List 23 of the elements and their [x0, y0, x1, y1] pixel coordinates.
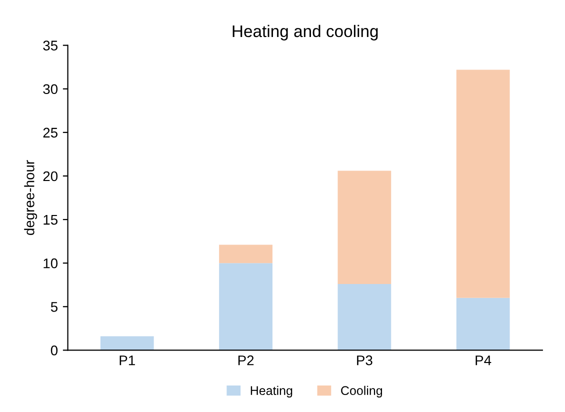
y-tick-label: 5 — [50, 302, 58, 312]
bar — [456, 70, 510, 298]
bar — [338, 170, 392, 284]
chart-title: Heating and cooling — [232, 24, 378, 40]
y-tick-label: 20 — [43, 171, 58, 182]
bar — [219, 263, 272, 350]
y-tick-label: 15 — [44, 215, 58, 225]
legend-label: Cooling — [341, 386, 382, 398]
bar — [100, 336, 154, 350]
bar — [219, 244, 272, 264]
x-tick-label: P2 — [238, 355, 254, 366]
y-tick-label: 10 — [44, 258, 58, 268]
bar — [456, 298, 510, 350]
y-tick-label: 0 — [50, 346, 58, 356]
y-tick-label: 25 — [43, 128, 58, 138]
x-tick-label: P3 — [357, 355, 372, 366]
y-axis-title: degree-hour — [24, 160, 38, 236]
y-tick-label: 30 — [43, 84, 58, 94]
legend-label: Heating — [250, 386, 292, 398]
y-tick-label: 35 — [43, 40, 58, 50]
x-tick-label: P1 — [120, 356, 135, 366]
bar — [338, 284, 392, 350]
x-tick-label: P4 — [476, 356, 492, 366]
